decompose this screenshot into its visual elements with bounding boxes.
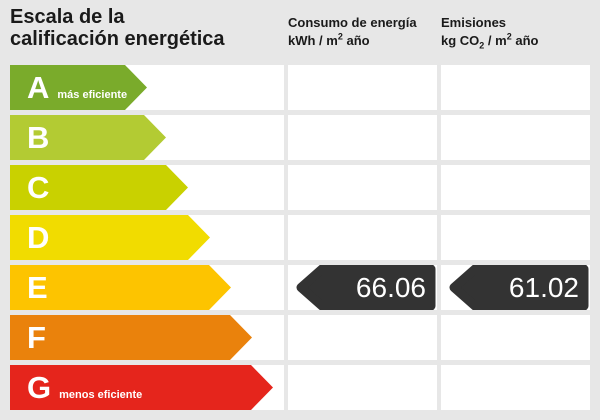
grade-bar-text-d: D bbox=[27, 215, 57, 260]
scale-cell-b: B bbox=[10, 115, 284, 160]
grade-letter-g: G bbox=[27, 370, 52, 405]
scale-cell-f: F bbox=[10, 315, 284, 360]
scale-cell-d: D bbox=[10, 215, 284, 260]
scale-row-b: B bbox=[10, 115, 590, 160]
grade-letter-f: F bbox=[27, 320, 46, 355]
grade-letter-c: C bbox=[27, 170, 50, 205]
consumo-cell-b bbox=[288, 115, 437, 160]
consumo-value: 66.06 bbox=[355, 272, 426, 303]
grade-label-g: menos eficiente bbox=[59, 389, 143, 401]
emisiones-column-header: Emisiones kg CO2 / m2 año bbox=[441, 14, 538, 50]
scale-row-e: E 66.06 61.02 bbox=[10, 265, 590, 310]
emisiones-cell-d bbox=[441, 215, 590, 260]
consumo-cell-a bbox=[288, 65, 437, 110]
emisiones-value: 61.02 bbox=[508, 272, 579, 303]
grade-letter-d: D bbox=[27, 220, 50, 255]
grade-bar-e bbox=[10, 265, 231, 310]
grade-label-a: más eficiente bbox=[57, 89, 128, 101]
emisiones-cell-c bbox=[441, 165, 590, 210]
grade-bar-text-f: F bbox=[27, 315, 54, 360]
scale-row-f: F bbox=[10, 315, 590, 360]
consumo-cell-g bbox=[288, 365, 437, 410]
scale-cell-a: A más eficiente bbox=[10, 65, 284, 110]
emisiones-column-title: Emisiones bbox=[441, 15, 507, 30]
scale-cell-g: G menos eficiente bbox=[10, 365, 284, 410]
grade-bar-b bbox=[10, 115, 166, 160]
emisiones-cell-e: 61.02 bbox=[441, 265, 590, 310]
consumo-value-arrow: 66.06 bbox=[296, 265, 436, 310]
emisiones-cell-b bbox=[441, 115, 590, 160]
scale-cell-e: E bbox=[10, 265, 284, 310]
grade-bar-f bbox=[10, 315, 252, 360]
grade-bar-g bbox=[10, 365, 273, 410]
scale-row-g: G menos eficiente bbox=[10, 365, 590, 410]
emisiones-cell-f bbox=[441, 315, 590, 360]
grade-bar-c bbox=[10, 165, 188, 210]
consumo-column-header: Consumo de energía kWh / m2 año bbox=[288, 14, 417, 50]
grade-letter-b: B bbox=[27, 120, 50, 155]
consumo-cell-d bbox=[288, 215, 437, 260]
emisiones-column-unit: kg CO2 / m2 año bbox=[441, 31, 539, 51]
scale-row-d: D bbox=[10, 215, 590, 260]
grade-letter-e: E bbox=[27, 270, 48, 305]
grade-bar-a bbox=[10, 65, 147, 110]
consumo-cell-e: 66.06 bbox=[288, 265, 437, 310]
grade-bar-text-g: G menos eficiente bbox=[27, 365, 142, 410]
emisiones-cell-a bbox=[441, 65, 590, 110]
page-title: Escala de la calificación energética bbox=[10, 6, 225, 50]
scale-rows: A más eficiente B C bbox=[10, 65, 590, 415]
grade-bar-d bbox=[10, 215, 210, 260]
consumo-column-title: Consumo de energía bbox=[288, 15, 417, 30]
grade-bar-text-c: C bbox=[27, 165, 57, 210]
consumo-cell-c bbox=[288, 165, 437, 210]
grade-letter-a: A bbox=[27, 70, 50, 105]
grade-bar-text-a: A más eficiente bbox=[27, 65, 127, 110]
grade-bar-text-b: B bbox=[27, 115, 57, 160]
page-title-line2: calificación energética bbox=[10, 28, 225, 50]
emisiones-value-arrow: 61.02 bbox=[449, 265, 589, 310]
consumo-column-unit: kWh / m2 año bbox=[288, 31, 370, 48]
page-title-line1: Escala de la bbox=[10, 6, 125, 28]
scale-row-a: A más eficiente bbox=[10, 65, 590, 110]
scale-row-c: C bbox=[10, 165, 590, 210]
consumo-cell-f bbox=[288, 315, 437, 360]
scale-cell-c: C bbox=[10, 165, 284, 210]
emisiones-cell-g bbox=[441, 365, 590, 410]
grade-bar-text-e: E bbox=[27, 265, 56, 310]
